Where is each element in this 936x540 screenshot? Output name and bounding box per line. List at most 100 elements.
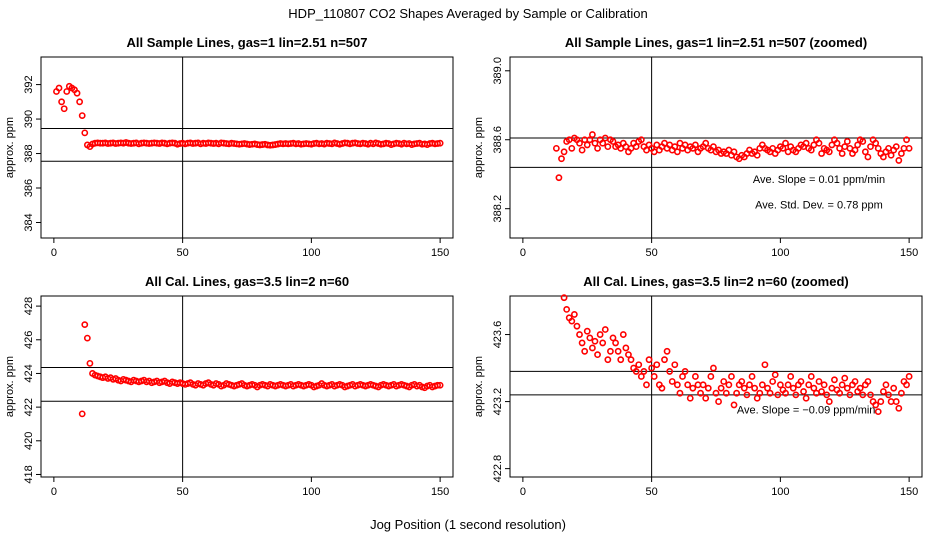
- chart-annotation: Ave. Slope = 0.01 ppm/min: [753, 174, 885, 186]
- data-point: [887, 151, 895, 159]
- data-point: [673, 381, 681, 389]
- data-point: [560, 294, 568, 302]
- chart-annotation: Ave. Std. Dev. = 0.78 ppm: [755, 200, 883, 212]
- data-point: [807, 373, 815, 380]
- y-tick-label: 428: [23, 297, 35, 315]
- y-tick-label: 422: [23, 398, 35, 416]
- chart-annotation: Ave. Slope = −0.09 ppm/min: [737, 404, 876, 416]
- data-point: [568, 317, 576, 325]
- data-point: [748, 373, 756, 380]
- data-point: [617, 356, 625, 364]
- data-point: [583, 141, 591, 149]
- data-point: [797, 378, 805, 385]
- data-point: [807, 146, 815, 154]
- y-axis-label: approx. ppm: [4, 356, 16, 417]
- data-point: [58, 98, 65, 106]
- data-point: [563, 306, 571, 313]
- data-point: [903, 381, 910, 389]
- y-axis-label: approx. ppm: [4, 117, 16, 178]
- data-point: [715, 398, 722, 405]
- data-point: [766, 389, 774, 397]
- data-point: [864, 378, 872, 385]
- data-point: [864, 153, 872, 161]
- data-point: [668, 378, 676, 385]
- x-tick-label: 100: [302, 247, 320, 259]
- chart-panel-top-right: All Sample Lines, gas=1 lin=2.51 n=507 (…: [473, 35, 923, 259]
- data-point: [776, 381, 784, 389]
- data-point: [782, 389, 789, 397]
- data-point: [625, 351, 632, 359]
- data-point: [63, 88, 71, 95]
- data-point: [874, 408, 882, 416]
- x-tick-label: 100: [771, 486, 789, 498]
- data-point: [823, 391, 831, 399]
- data-point: [692, 373, 699, 380]
- data-point: [676, 389, 684, 397]
- data-point: [903, 136, 910, 144]
- data-point: [609, 334, 617, 342]
- data-point: [609, 138, 617, 145]
- data-point: [81, 129, 89, 137]
- data-point: [702, 394, 710, 402]
- data-point: [589, 131, 596, 138]
- data-point: [712, 389, 720, 397]
- data-point: [843, 384, 851, 392]
- data-point: [730, 148, 738, 156]
- chart-panel-bottom-right: All Cal. Lines, gas=3.5 lin=2 n=60 (zoom…: [473, 274, 923, 498]
- data-point: [684, 381, 692, 389]
- y-tick-label: 422.8: [492, 455, 504, 483]
- data-point: [586, 334, 594, 342]
- data-point: [650, 373, 658, 380]
- data-point: [800, 388, 807, 395]
- data-point: [838, 381, 846, 389]
- data-point: [661, 356, 668, 364]
- data-point: [728, 373, 735, 380]
- x-tick-label: 150: [431, 486, 449, 498]
- data-point: [877, 398, 885, 405]
- data-point: [704, 384, 712, 392]
- data-point: [854, 141, 862, 149]
- data-point: [851, 378, 859, 385]
- data-point: [885, 391, 892, 399]
- data-point: [607, 347, 614, 355]
- data-point: [599, 339, 607, 347]
- data-point: [792, 391, 800, 399]
- x-tick-label: 150: [900, 247, 918, 259]
- data-point: [619, 331, 627, 338]
- y-tick-label: 424: [23, 364, 35, 382]
- data-point: [578, 146, 586, 154]
- data-point: [648, 364, 656, 372]
- data-point: [601, 326, 609, 333]
- data-point: [867, 143, 874, 151]
- chart-title: All Sample Lines, gas=1 lin=2.51 n=507 (…: [565, 35, 867, 50]
- figure-title: HDP_110807 CO2 Shapes Averaged by Sample…: [288, 6, 647, 21]
- data-point: [779, 144, 787, 152]
- data-point: [890, 384, 898, 392]
- data-point: [733, 389, 740, 397]
- data-point: [573, 322, 581, 330]
- data-point: [725, 381, 733, 389]
- x-tick-label: 150: [900, 486, 918, 498]
- chart-panels: All Sample Lines, gas=1 lin=2.51 n=507 0 5…: [4, 35, 923, 498]
- data-point: [689, 384, 697, 392]
- data-point: [581, 347, 589, 355]
- data-point: [872, 401, 880, 409]
- data-point: [76, 98, 84, 106]
- data-point: [846, 391, 854, 399]
- data-point: [856, 384, 864, 392]
- x-tick-label: 50: [646, 486, 658, 498]
- data-point: [707, 373, 715, 380]
- data-point: [892, 398, 900, 405]
- chart-title: All Cal. Lines, gas=3.5 lin=2 n=60 (zoom…: [583, 274, 849, 289]
- data-point: [436, 381, 444, 389]
- data-point: [710, 143, 717, 151]
- data-point: [787, 373, 795, 380]
- x-tick-label: 0: [51, 247, 57, 259]
- data-point: [635, 361, 643, 369]
- data-point: [861, 148, 869, 156]
- x-tick-label: 0: [51, 486, 57, 498]
- data-point: [622, 344, 630, 352]
- data-point: [586, 136, 594, 144]
- data-point: [774, 391, 782, 399]
